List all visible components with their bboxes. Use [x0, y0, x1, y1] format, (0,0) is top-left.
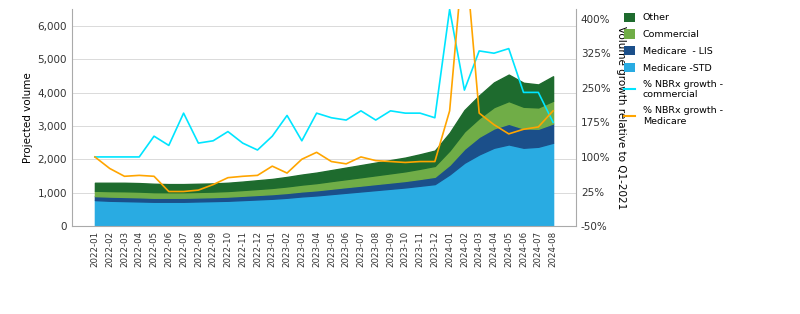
Y-axis label: Projected volume: Projected volume: [23, 72, 34, 163]
Y-axis label: Volume growth relative to Q1-2021: Volume growth relative to Q1-2021: [616, 26, 626, 209]
Legend: Other, Commercial, Medicare  - LIS, Medicare -STD, % NBRx growth -
commercial, %: Other, Commercial, Medicare - LIS, Medic…: [621, 10, 726, 129]
